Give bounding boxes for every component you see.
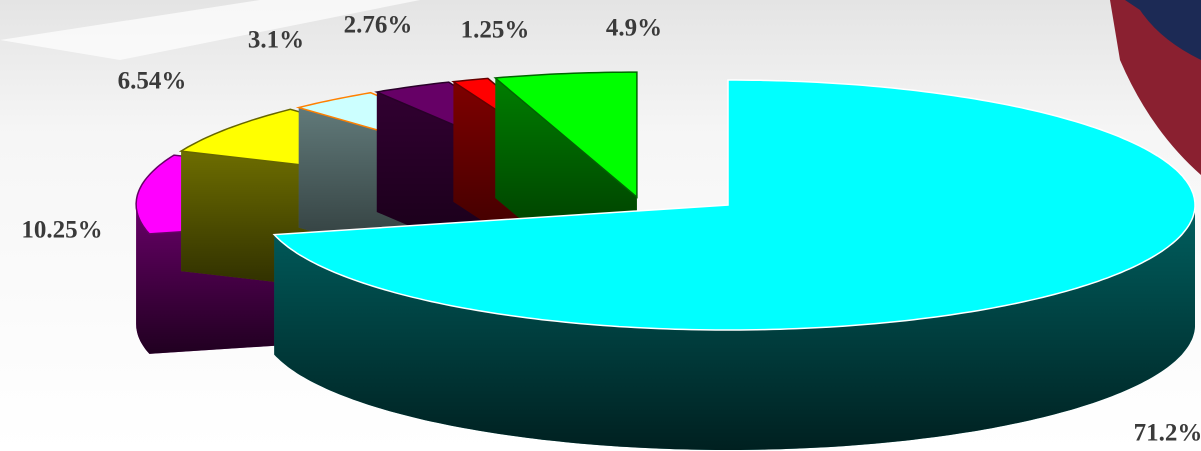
background-streak: [0, 0, 420, 60]
data-label: 71.2%: [1134, 420, 1201, 447]
slice: [272, 79, 1196, 331]
data-label: 4.9%: [606, 15, 662, 42]
pie-plot: [135, 71, 1196, 450]
data-label: 10.25%: [21, 217, 102, 244]
data-label: 6.54%: [118, 68, 187, 95]
data-label: 3.1%: [248, 27, 304, 54]
photo-corner-dark: [1125, 0, 1201, 60]
data-label: 2.76%: [344, 12, 413, 39]
slice: [493, 71, 638, 199]
data-label: 1.25%: [461, 17, 530, 44]
